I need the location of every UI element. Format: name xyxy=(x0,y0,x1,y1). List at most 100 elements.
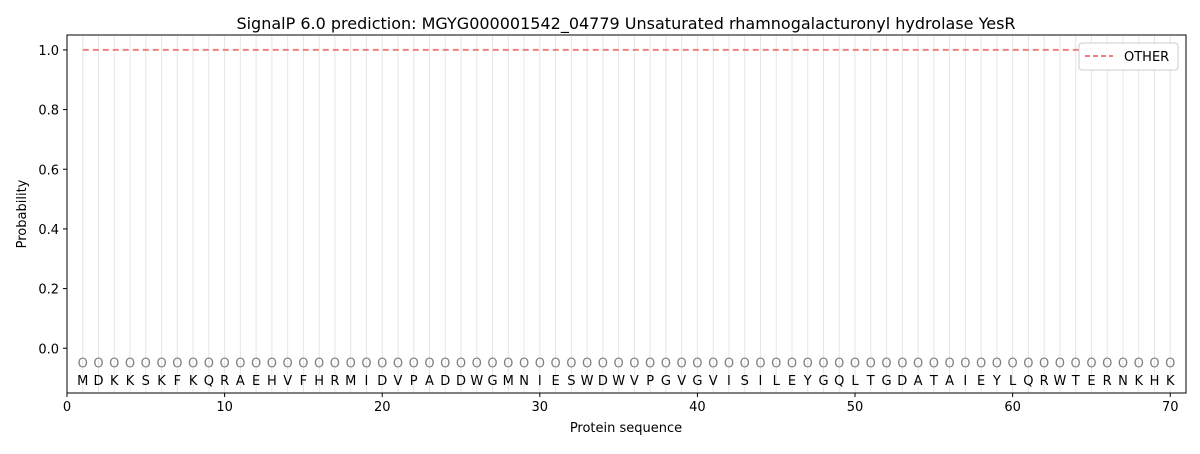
state-label: O xyxy=(251,357,261,372)
state-label: O xyxy=(661,357,671,372)
state-label: O xyxy=(598,357,608,372)
state-label: O xyxy=(1149,357,1159,372)
x-tick-label: 40 xyxy=(689,400,706,415)
sequence-residue: R xyxy=(330,374,339,389)
state-label: O xyxy=(944,357,954,372)
sequence-residue: S xyxy=(741,374,749,389)
sequence-residue: R xyxy=(220,374,229,389)
sequence-residue: G xyxy=(487,374,497,389)
sequence-residue: D xyxy=(897,374,907,389)
state-label: O xyxy=(992,357,1002,372)
sequence-residue: P xyxy=(646,374,654,389)
y-tick-label: 0.6 xyxy=(38,163,59,178)
state-label: O xyxy=(1023,357,1033,372)
sequence-residue: K xyxy=(157,374,166,389)
sequence-residue: T xyxy=(866,374,875,389)
sequence-residue: F xyxy=(300,374,307,389)
x-tick-label: 0 xyxy=(63,400,71,415)
state-label: O xyxy=(897,357,907,372)
y-tick-label: 0.4 xyxy=(38,223,59,238)
state-label: O xyxy=(314,357,324,372)
state-label: O xyxy=(1102,357,1112,372)
state-label: O xyxy=(976,357,986,372)
y-axis-ticks: 0.0 0.2 0.4 0.6 0.8 1.0 xyxy=(38,44,67,357)
sequence-residue: A xyxy=(425,374,434,389)
state-label: O xyxy=(393,357,403,372)
state-label: O xyxy=(188,357,198,372)
sequence-residue: V xyxy=(283,374,292,389)
sequence-residue: Q xyxy=(1023,374,1033,389)
state-label: O xyxy=(141,357,151,372)
sequence-residue: R xyxy=(1103,374,1112,389)
state-label: O xyxy=(330,357,340,372)
state-label: O xyxy=(787,357,797,372)
y-tick-label: 0.8 xyxy=(38,104,59,119)
sequence-residue: K xyxy=(126,374,135,389)
sequence-residue: L xyxy=(851,374,859,389)
sequence-residue: F xyxy=(174,374,181,389)
sequence-residue: V xyxy=(709,374,718,389)
sequence-residue: W xyxy=(1053,374,1066,389)
sequence-residue: M xyxy=(77,374,88,389)
sequence-residue: I xyxy=(727,374,731,389)
state-label: O xyxy=(1071,357,1081,372)
sequence-residue: L xyxy=(773,374,781,389)
sequence-residue: E xyxy=(252,374,260,389)
state-label: O xyxy=(566,357,576,372)
state-label: O xyxy=(582,357,592,372)
sequence-residue: G xyxy=(661,374,671,389)
sequence-residue: S xyxy=(142,374,150,389)
sequence-residue: I xyxy=(759,374,763,389)
sequence-residue: W xyxy=(581,374,594,389)
sequence-residue: T xyxy=(929,374,938,389)
state-label: O xyxy=(960,357,970,372)
sequence-residue: K xyxy=(1134,374,1143,389)
sequence-residue: A xyxy=(945,374,954,389)
state-label: O xyxy=(456,357,466,372)
sequence-residue: V xyxy=(630,374,639,389)
grid-lines xyxy=(82,35,1171,393)
state-label: O xyxy=(93,357,103,372)
sequence-residue: M xyxy=(345,374,356,389)
x-axis-label: Protein sequence xyxy=(570,421,682,436)
state-label: O xyxy=(834,357,844,372)
state-label: O xyxy=(1165,357,1175,372)
state-label: O xyxy=(409,357,419,372)
sequence-residue: S xyxy=(567,374,575,389)
sequence-residue: K xyxy=(1166,374,1175,389)
x-tick-label: 10 xyxy=(216,400,233,415)
y-tick-label: 1.0 xyxy=(38,44,59,59)
state-label: O xyxy=(361,357,371,372)
x-axis-ticks: 0 10 20 30 40 50 60 70 xyxy=(63,393,1179,415)
sequence-residue: G xyxy=(818,374,828,389)
sequence-residue: P xyxy=(410,374,418,389)
state-label: O xyxy=(535,357,545,372)
sequence-residue: W xyxy=(612,374,625,389)
sequence-residue: K xyxy=(110,374,119,389)
state-label: O xyxy=(866,357,876,372)
state-label: O xyxy=(487,357,497,372)
state-label: O xyxy=(109,357,119,372)
legend-label-other: OTHER xyxy=(1124,50,1169,65)
sequence-residue: D xyxy=(377,374,387,389)
state-label: O xyxy=(692,357,702,372)
sequence-residue: V xyxy=(394,374,403,389)
state-label: O xyxy=(172,357,182,372)
state-label: O xyxy=(424,357,434,372)
state-label: O xyxy=(1039,357,1049,372)
sequence-residue: H xyxy=(1150,374,1160,389)
state-label: O xyxy=(346,357,356,372)
sequence-residue: E xyxy=(977,374,985,389)
state-label: O xyxy=(267,357,277,372)
state-label: O xyxy=(472,357,482,372)
state-label: O xyxy=(204,357,214,372)
state-label: O xyxy=(755,357,765,372)
state-label: O xyxy=(881,357,891,372)
sequence-residue: A xyxy=(236,374,245,389)
sequence-residue: H xyxy=(314,374,324,389)
state-label: O xyxy=(677,357,687,372)
state-label: O xyxy=(1134,357,1144,372)
